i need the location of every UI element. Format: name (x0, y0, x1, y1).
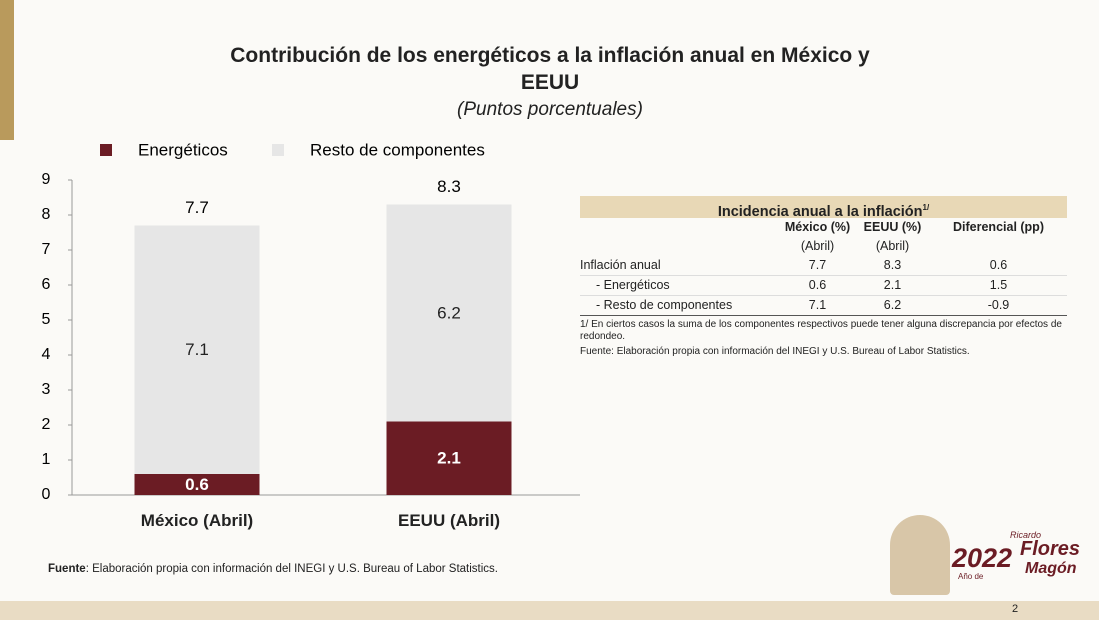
y-tick-label: 0 (42, 486, 51, 503)
y-tick-label: 7 (42, 241, 51, 258)
table: Incidencia anual a la inflación1/ México… (580, 196, 1067, 358)
x-tick-label: EEUU (Abril) (398, 511, 500, 530)
table-row: - Energéticos 0.6 2.1 1.5 (580, 276, 1067, 296)
badge-first: Ricardo (1010, 530, 1042, 540)
badge-prefix: Año de (958, 572, 984, 581)
table-cell: 6.2 (883, 298, 902, 312)
table-cell: Inflación anual (580, 258, 661, 272)
badge-last: Magón (1025, 560, 1077, 577)
table-header-cell: (Abril) (800, 239, 835, 253)
table-cell: 1.5 (989, 278, 1008, 292)
table-row: Inflación anual 7.7 8.3 0.6 (580, 256, 1067, 276)
table-header-row: (Abril) (Abril) (580, 237, 1067, 256)
table-note: 1/ En ciertos casos la suma de los compo… (580, 319, 1062, 342)
legend-label: Energéticos (138, 140, 228, 159)
y-tick-label: 1 (42, 451, 51, 468)
bar-segment (134, 225, 260, 474)
table-cell: -0.9 (987, 298, 1010, 312)
value-label: 6.2 (437, 303, 461, 322)
badge-year: 2022 (952, 543, 1013, 573)
accent-bar (0, 0, 14, 140)
y-tick-label: 2 (42, 416, 51, 433)
y-tick-label: 8 (42, 206, 51, 223)
y-tick-label: 4 (42, 346, 51, 363)
footer-band (0, 601, 1099, 620)
table-header-cell (580, 237, 780, 256)
table-cell: 8.3 (883, 258, 902, 272)
table-row: - Resto de componentes 7.1 6.2 -0.9 (580, 296, 1067, 316)
y-tick-label: 5 (42, 311, 51, 328)
bar-segment (386, 204, 512, 422)
table-header-cell: México (%) (784, 220, 851, 234)
table-body: México (%) EEUU (%) Diferencial (pp) (Abril… (580, 218, 1067, 358)
table-title-note: 1/ (922, 203, 930, 212)
bar-segment (386, 421, 512, 495)
value-label: 7.1 (185, 340, 209, 359)
table-title-text: Incidencia anual a la inflación (717, 203, 923, 220)
portrait (890, 515, 950, 595)
chart-subtitle: (Puntos porcentuales) (457, 99, 643, 120)
table-header-cell (930, 237, 1067, 256)
table-header-row: México (%) EEUU (%) Diferencial (pp) (580, 218, 1067, 237)
table-cell: 0.6 (808, 278, 827, 292)
source-text: : Elaboración propia con información del… (85, 563, 498, 575)
x-tick-label: México (Abril) (140, 511, 254, 530)
legend-label: Resto de componentes (310, 140, 485, 159)
table-cell: 7.1 (808, 298, 827, 312)
table-header-cell: Diferencial (pp) (953, 220, 1044, 234)
table-cell: 0.6 (989, 258, 1008, 272)
chart-title: Contribución de los energéticos a la inf… (230, 44, 870, 94)
y-tick-label: 3 (42, 381, 51, 398)
source-label: Fuente (48, 563, 86, 575)
table-cell: 2.1 (883, 278, 902, 292)
table-header-cell: EEUU (%) (863, 220, 922, 234)
table-cell: 7.7 (808, 258, 827, 272)
badge-name: Flores (1020, 538, 1081, 560)
table-note: Fuente: Elaboración propia con informaci… (580, 346, 970, 357)
total-label: 7.7 (185, 198, 209, 217)
value-label: 0.6 (185, 475, 209, 494)
table-header-cell (580, 218, 780, 237)
source: Fuente: Elaboración propia con informaci… (48, 563, 498, 575)
y-tick-label: 9 (42, 171, 51, 188)
bar-segment (134, 474, 260, 495)
table-header-cell: (Abril) (875, 239, 910, 253)
value-label: 2.1 (437, 449, 461, 468)
table-cell: - Resto de componentes (596, 298, 733, 312)
table-cell: - Energéticos (596, 278, 670, 292)
page-number: 2 (1012, 603, 1019, 615)
table-title: Incidencia anual a la inflación1/ (580, 196, 1067, 220)
y-tick-label: 6 (42, 276, 51, 293)
total-label: 8.3 (437, 177, 461, 196)
legend-swatch (100, 144, 112, 156)
legend-swatch (272, 144, 284, 156)
